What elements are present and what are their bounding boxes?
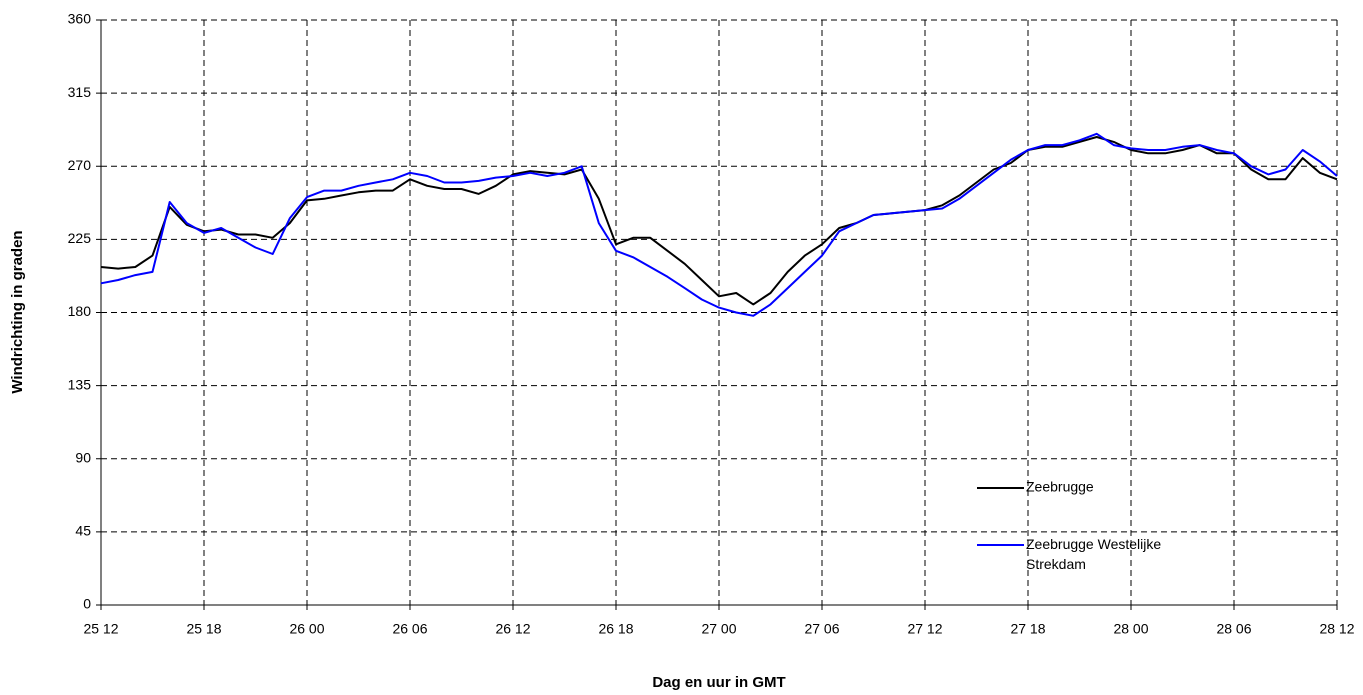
y-tick-label: 135: [68, 376, 92, 392]
x-tick-label: 25 12: [83, 621, 118, 637]
y-tick-label: 45: [75, 523, 91, 539]
x-tick-label: 28 12: [1319, 621, 1354, 637]
y-tick-label: 225: [68, 230, 92, 246]
legend-label: Zeebrugge: [1026, 479, 1094, 495]
x-tick-label: 26 18: [598, 621, 633, 637]
x-tick-label: 27 00: [701, 621, 736, 637]
x-tick-label: 27 18: [1010, 621, 1045, 637]
series-line: [100, 132, 1338, 317]
y-tick-label: 0: [83, 596, 91, 612]
y-tick-label: 180: [68, 303, 92, 319]
y-axis-title: Windrichting in graden: [9, 230, 26, 393]
legend-label: Zeebrugge Westelijke Strekdam: [1026, 536, 1161, 572]
x-tick-label: 26 06: [392, 621, 427, 637]
y-tick-label: 270: [68, 157, 92, 173]
y-tick-label: 360: [68, 11, 92, 27]
y-tick-label: 90: [75, 449, 91, 465]
x-tick-label: 26 00: [289, 621, 324, 637]
y-tick-label: 315: [68, 84, 92, 100]
x-tick-label: 27 06: [804, 621, 839, 637]
x-tick-label: 26 12: [495, 621, 530, 637]
x-tick-label: 28 06: [1216, 621, 1251, 637]
x-axis-title: Dag en uur in GMT: [652, 674, 785, 691]
x-tick-label: 25 18: [186, 621, 221, 637]
x-tick-label: 28 00: [1113, 621, 1148, 637]
x-tick-label: 27 12: [907, 621, 942, 637]
series-line: [100, 136, 1338, 306]
